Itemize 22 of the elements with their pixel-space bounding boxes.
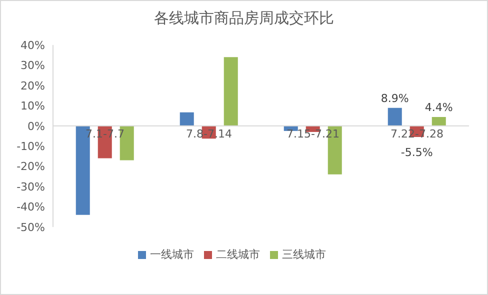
- y-tick-label: 40%: [20, 38, 45, 52]
- data-label: -5.5%: [400, 146, 433, 159]
- bar: [388, 108, 402, 126]
- y-tick-label: 10%: [20, 100, 45, 113]
- y-tick-label: -40%: [16, 200, 45, 214]
- y-tick-label: 0%: [28, 120, 45, 133]
- y-tick-label: -30%: [16, 180, 45, 194]
- data-label: 8.9%: [380, 92, 409, 105]
- y-tick-label: 20%: [20, 79, 45, 92]
- chart-title: 各线城市商品房周成交环比: [153, 9, 335, 28]
- data-label: 4.4%: [424, 100, 453, 114]
- x-tick-label: 7.1-7.7: [86, 128, 124, 141]
- legend-label: 一线城市: [150, 248, 194, 261]
- y-tick-label: -10%: [16, 140, 45, 154]
- legend-label: 三线城市: [282, 248, 326, 261]
- bar: [432, 116, 446, 126]
- legend-label: 二线城市: [216, 248, 260, 261]
- bar: [224, 57, 238, 126]
- y-tick-label: -50%: [16, 220, 45, 234]
- y-tick-label: -20%: [16, 160, 45, 174]
- y-tick-label: 30%: [20, 59, 45, 72]
- bar: [180, 112, 194, 126]
